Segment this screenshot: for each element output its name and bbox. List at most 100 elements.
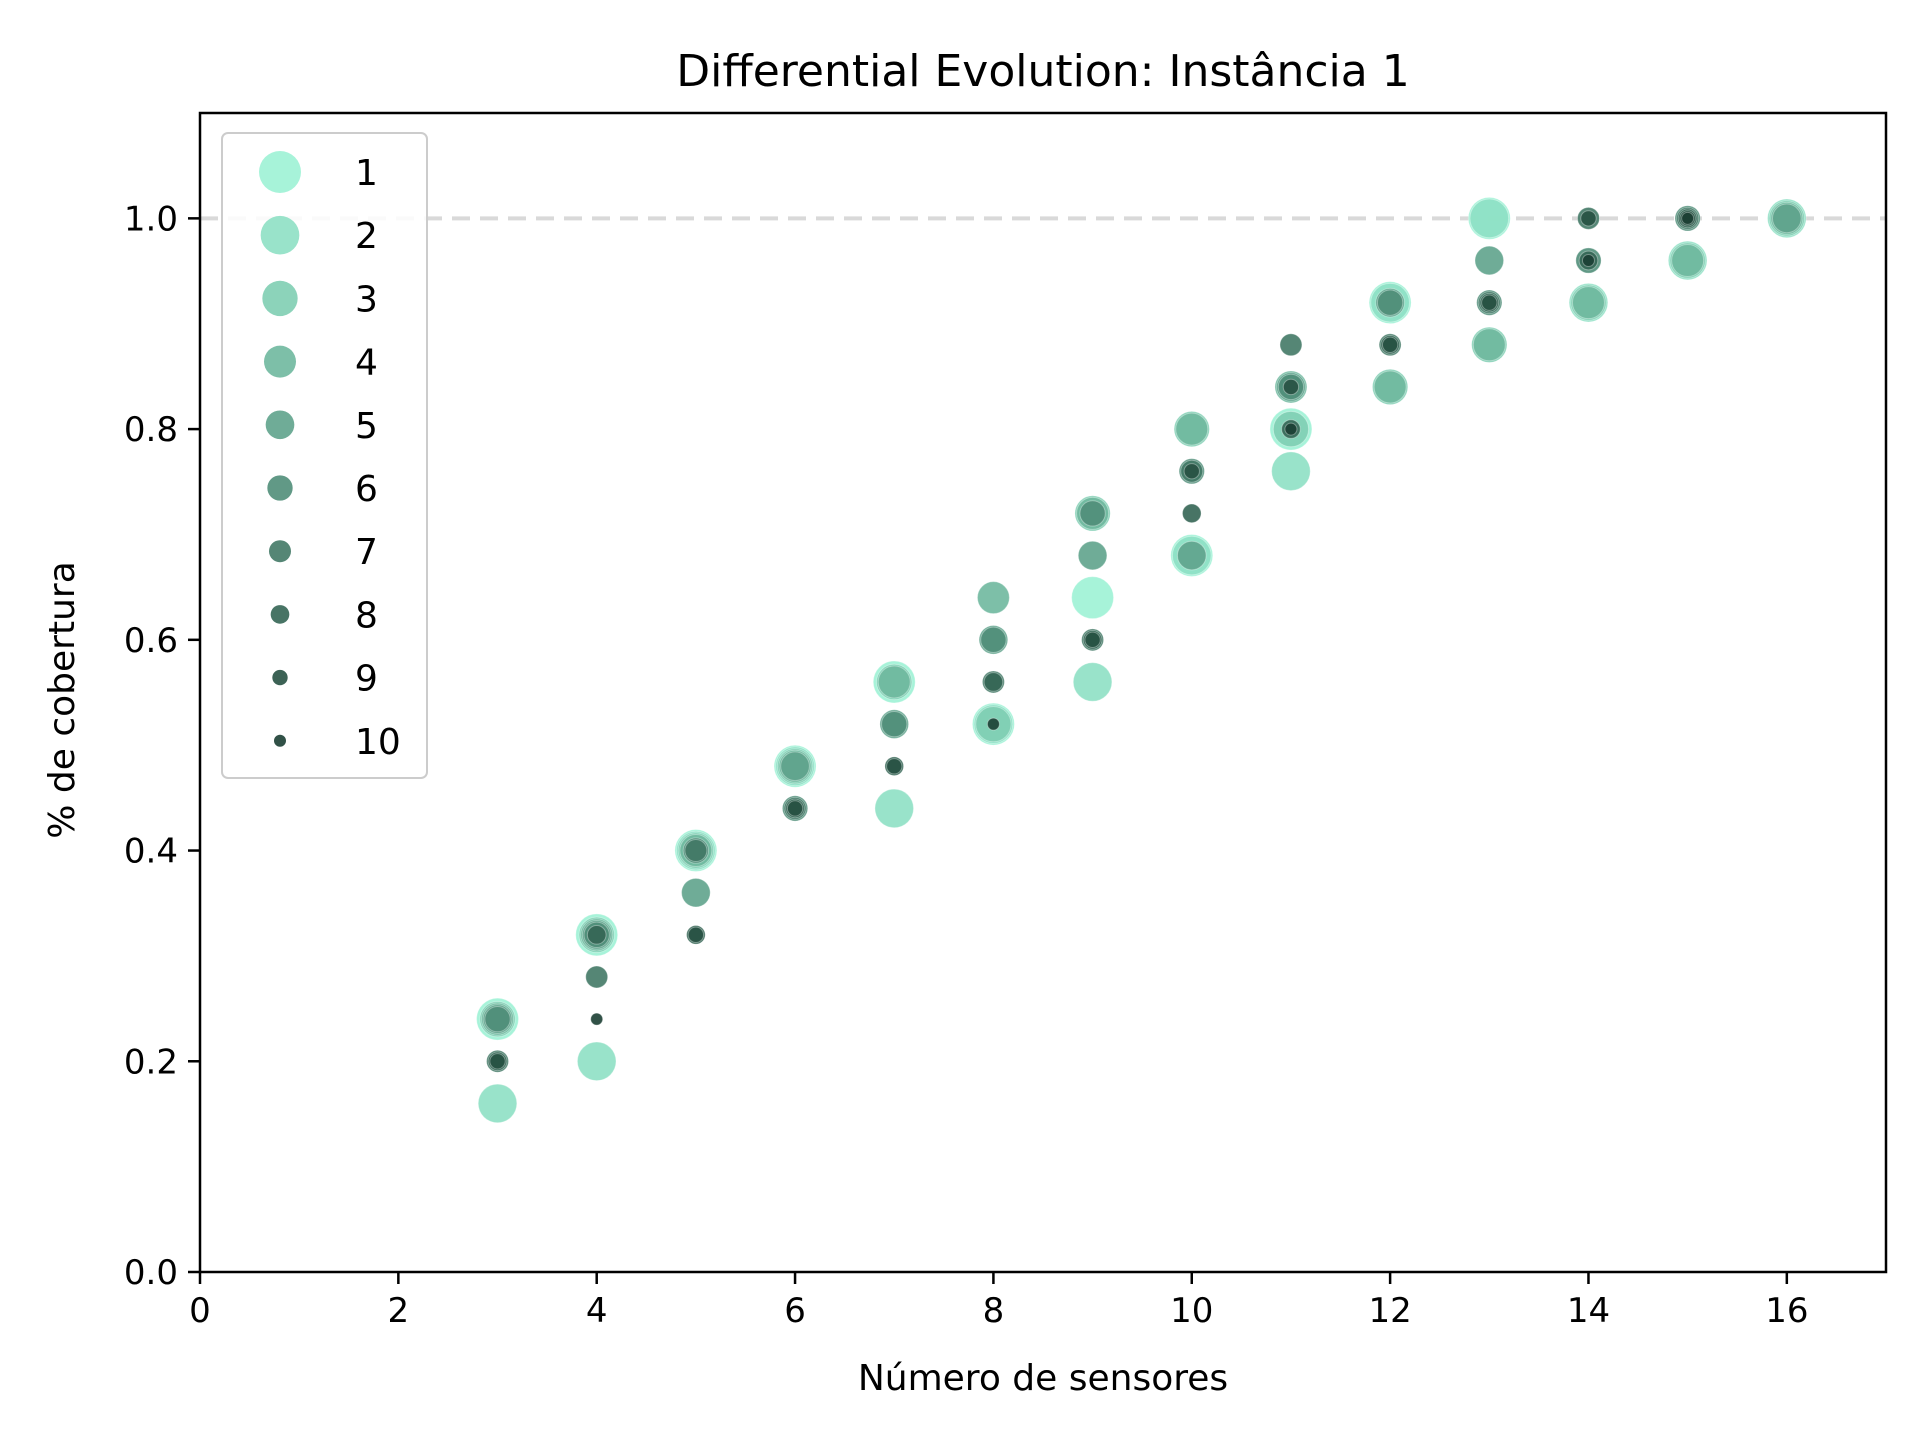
data-point xyxy=(1279,333,1303,357)
data-point xyxy=(586,925,607,945)
legend-label: 2 xyxy=(355,216,378,257)
data-point xyxy=(1071,576,1115,620)
data-point xyxy=(585,965,609,989)
legend-entry-7: 7 xyxy=(269,532,378,573)
legend-entry-10: 10 xyxy=(274,722,401,763)
y-axis-ticks: 0.0 0.2 0.4 0.6 0.8 1.0 xyxy=(124,199,200,1293)
data-point xyxy=(1472,328,1506,362)
x-tick-label: 6 xyxy=(784,1291,806,1331)
data-point xyxy=(780,751,810,782)
data-point xyxy=(1181,503,1202,524)
legend-marker xyxy=(259,151,301,193)
legend-marker xyxy=(262,280,298,317)
x-tick-label: 4 xyxy=(586,1291,608,1331)
legend-marker xyxy=(270,605,290,624)
data-point xyxy=(1176,540,1207,571)
legend-entry-4: 4 xyxy=(264,343,378,384)
x-tick-label: 8 xyxy=(983,1291,1005,1331)
x-tick-label: 2 xyxy=(388,1291,410,1331)
data-point xyxy=(576,1041,617,1082)
data-point xyxy=(681,877,711,908)
legend-marker xyxy=(274,734,286,747)
data-point xyxy=(976,581,1010,615)
legend-marker xyxy=(269,540,291,563)
y-tick-label: 1.0 xyxy=(124,199,178,239)
legend-marker xyxy=(265,410,295,440)
legend-entry-2: 2 xyxy=(260,215,378,257)
data-point xyxy=(983,672,1004,692)
data-point xyxy=(980,626,1007,653)
legend-entry-5: 5 xyxy=(265,406,378,447)
series-10-points xyxy=(590,211,1695,1026)
y-tick-label: 0.6 xyxy=(124,621,178,661)
x-tick-label: 14 xyxy=(1567,1291,1610,1331)
legend-label: 1 xyxy=(355,153,378,194)
data-point xyxy=(886,758,903,775)
data-point xyxy=(1581,254,1595,268)
x-tick-label: 10 xyxy=(1170,1291,1213,1331)
data-point xyxy=(1469,198,1510,239)
data-point xyxy=(786,800,804,817)
legend-marker xyxy=(264,345,296,378)
data-point xyxy=(1771,203,1802,234)
x-tick-label: 0 xyxy=(189,1291,211,1331)
x-axis-ticks: 0 2 4 6 8 10 12 14 16 xyxy=(189,1272,1808,1331)
data-point xyxy=(1282,378,1300,396)
data-point xyxy=(1183,463,1200,480)
y-tick-label: 0.4 xyxy=(124,832,178,872)
data-point xyxy=(1681,211,1695,225)
legend-entry-6: 6 xyxy=(267,469,378,510)
data-point xyxy=(489,1053,506,1070)
data-point xyxy=(477,1083,518,1124)
legend-label: 4 xyxy=(355,343,378,384)
x-tick-label: 16 xyxy=(1765,1291,1808,1331)
legend-marker xyxy=(260,215,300,255)
legend-entry-1: 1 xyxy=(259,151,378,194)
data-point xyxy=(1084,631,1101,648)
legend-entry-3: 3 xyxy=(262,279,378,320)
data-points xyxy=(476,196,1807,1124)
data-point xyxy=(877,665,911,699)
y-tick-label: 0.2 xyxy=(124,1042,178,1082)
data-point xyxy=(684,839,708,863)
plot-frame xyxy=(198,111,1888,1274)
data-point xyxy=(1077,540,1108,571)
legend: 1 2 3 4 5 6 7 8 9 10 xyxy=(221,132,428,779)
data-point xyxy=(1481,294,1498,311)
data-point xyxy=(1175,412,1209,446)
legend-label: 10 xyxy=(355,722,401,763)
y-tick-label: 0.0 xyxy=(124,1253,178,1293)
data-point xyxy=(1284,422,1298,436)
data-point xyxy=(484,1005,511,1033)
legend-marker xyxy=(272,669,288,686)
legend-label: 3 xyxy=(355,279,378,320)
data-point xyxy=(874,788,915,829)
y-axis-title: % de cobertura xyxy=(42,561,83,839)
legend-label: 8 xyxy=(355,595,378,636)
data-point xyxy=(1381,336,1399,353)
data-point xyxy=(1474,245,1505,276)
legend-label: 6 xyxy=(355,469,378,510)
data-point xyxy=(1376,289,1404,316)
data-point xyxy=(1671,244,1705,278)
y-tick-label: 0.8 xyxy=(124,410,178,450)
legend-label: 5 xyxy=(355,406,378,447)
data-point xyxy=(1271,451,1311,492)
legend-entry-8: 8 xyxy=(270,595,378,636)
data-point xyxy=(1580,210,1597,227)
legend-label: 7 xyxy=(355,532,378,573)
data-point xyxy=(1571,286,1605,320)
legend-label: 9 xyxy=(355,659,378,700)
data-point xyxy=(986,717,1000,731)
legend-box xyxy=(221,132,428,779)
data-point xyxy=(881,710,908,738)
legend-entry-9: 9 xyxy=(272,659,378,700)
legend-items: 1 2 3 4 5 6 7 8 9 10 xyxy=(259,151,401,763)
data-point xyxy=(590,1012,604,1026)
data-point xyxy=(1079,500,1106,527)
x-axis-title: Número de sensores xyxy=(858,1358,1228,1399)
data-point xyxy=(1072,662,1113,702)
chart-title: Differential Evolution: Instância 1 xyxy=(676,46,1409,97)
data-point xyxy=(687,926,705,944)
